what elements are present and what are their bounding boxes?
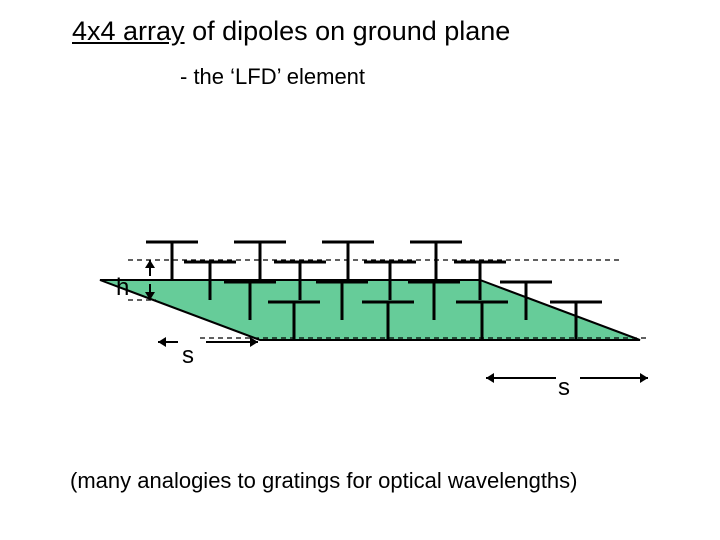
arrowhead-s-left-l [158, 337, 166, 347]
arrowhead-h-top [145, 260, 155, 268]
footnote: (many analogies to gratings for optical … [70, 468, 578, 494]
antenna-array-diagram [0, 0, 720, 540]
label-h: h [116, 274, 129, 302]
ground-plane [100, 280, 640, 340]
label-s-left: s [182, 342, 194, 370]
arrowhead-s-right-r [640, 373, 648, 383]
label-s-right: s [558, 374, 570, 402]
slide-canvas: 4x4 array of dipoles on ground plane - t… [0, 0, 720, 540]
arrowhead-s-right-l [486, 373, 494, 383]
